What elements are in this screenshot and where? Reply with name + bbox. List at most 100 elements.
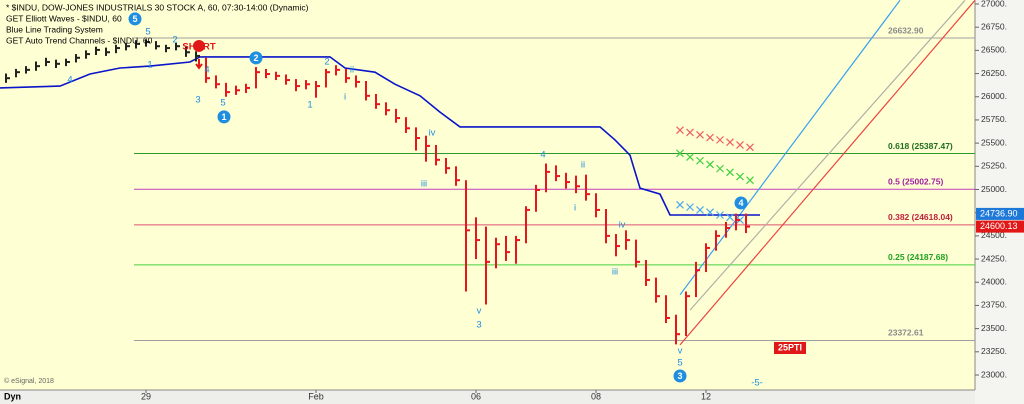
levels: 26632.90 0.618 (25387.47) 0.5 (25002.75) 0.… xyxy=(134,25,975,341)
projection-cross xyxy=(696,205,704,214)
projection-cross xyxy=(696,130,704,139)
wave-circle xyxy=(673,369,687,383)
header-line: GET Auto Trend Channels - $INDU, 60 xyxy=(6,35,153,45)
wave-label: i xyxy=(344,91,346,102)
level-label: 0.618 (25387.47) xyxy=(888,141,953,151)
projection-cross xyxy=(726,138,734,147)
projection-cross xyxy=(706,160,714,169)
projection-cross xyxy=(716,135,724,144)
y-tick-label: 23000. xyxy=(981,369,1007,379)
axes: 23000.23250.23500.23750.24000.24250.2450… xyxy=(141,0,1024,401)
y-tick-label: 23750. xyxy=(981,300,1007,310)
price-box xyxy=(976,207,1024,220)
wave-label: i xyxy=(574,202,576,213)
level-label: 0.382 (24618.04) xyxy=(888,212,953,222)
price-box-label: 24736.90 xyxy=(980,208,1018,218)
wave-label: 4 xyxy=(738,198,743,208)
projection-cross xyxy=(706,133,714,142)
y-tick-label: 24500. xyxy=(981,230,1007,240)
wave-label: 4 xyxy=(204,64,209,75)
x-axis-background xyxy=(0,390,975,404)
projection-cross xyxy=(706,208,714,217)
projection-cross xyxy=(676,126,684,135)
interval-label: Dyn xyxy=(4,391,21,401)
wave-circle xyxy=(734,196,748,210)
level-label: 0.5 (25002.75) xyxy=(888,176,943,186)
wave-label: iii xyxy=(421,178,427,189)
wave-label: v xyxy=(477,306,482,317)
plot-background xyxy=(0,0,975,390)
price-box xyxy=(976,220,1024,233)
x-tick-label: 12 xyxy=(701,391,711,401)
wave-label: v xyxy=(678,345,683,356)
y-tick-label: 24000. xyxy=(981,277,1007,287)
wave-label: 2 xyxy=(324,56,329,67)
trend-channel xyxy=(679,0,975,346)
y-tick-label: 27000. xyxy=(981,0,1007,8)
bars xyxy=(5,39,750,345)
y-tick-label: 26500. xyxy=(981,45,1007,55)
wave-label: 1 xyxy=(147,59,152,70)
projection-cross xyxy=(736,172,744,181)
wave-label: 1 xyxy=(221,112,226,122)
header-line: GET Elliott Waves - $INDU, 60 xyxy=(6,13,122,23)
wave-label: 3 xyxy=(476,320,481,331)
annotation-box xyxy=(774,342,806,355)
y-tick-label: 26250. xyxy=(981,68,1007,78)
wave-label: 4 xyxy=(540,149,545,160)
wave-label: 5 xyxy=(220,97,225,108)
signal-arrow xyxy=(195,58,203,70)
x-tick-label: Feb xyxy=(308,391,324,401)
projection-cross xyxy=(736,141,744,149)
wave-label: iv xyxy=(429,127,436,138)
wave-label: 5 xyxy=(677,358,682,369)
wave-label: 1 xyxy=(307,99,312,110)
trend-channel xyxy=(689,0,966,311)
projection-cross xyxy=(726,213,734,222)
level-label: 23372.61 xyxy=(888,328,924,338)
wave-label: iv xyxy=(619,219,626,230)
wave-label: ii xyxy=(350,64,354,75)
wave-label: 5 xyxy=(145,26,150,37)
wave-label: ii xyxy=(581,159,585,170)
level-label: 0.25 (24187.68) xyxy=(888,252,948,262)
wave-label: 3 xyxy=(195,94,200,105)
wave-circle xyxy=(217,110,231,124)
header-line: Blue Line Trading System xyxy=(6,24,103,34)
projection-cross xyxy=(686,153,694,161)
y-tick-label: 25000. xyxy=(981,184,1007,194)
y-axis-background xyxy=(975,0,1024,404)
wave-label: 5 xyxy=(132,14,137,24)
y-tick-label: 26750. xyxy=(981,21,1007,31)
y-tick-label: 23500. xyxy=(981,323,1007,333)
x-tick-label: 08 xyxy=(591,391,601,401)
y-tick-label: 25500. xyxy=(981,137,1007,147)
projection-cross xyxy=(716,164,724,173)
projection-cross xyxy=(676,149,684,158)
projection-cross xyxy=(686,203,694,212)
wave-label: SHORT xyxy=(182,41,215,52)
wave-label: 2 xyxy=(253,53,258,63)
projection-cross xyxy=(716,211,724,219)
projection-cross xyxy=(726,168,734,177)
y-tick-label: 26000. xyxy=(981,91,1007,101)
projection-cross xyxy=(696,156,704,165)
wave-label: -5- xyxy=(751,377,763,388)
signal-dot xyxy=(193,39,205,52)
copyright: © eSignal, 2018 xyxy=(4,377,54,385)
projection-cross xyxy=(746,143,754,152)
projection-cross xyxy=(686,128,694,137)
y-tick-label: 25250. xyxy=(981,161,1007,171)
x-tick-label: 29 xyxy=(141,391,151,401)
price-box-label: 24600.13 xyxy=(980,221,1018,231)
wave-label: 2 xyxy=(172,34,177,45)
projection-cross xyxy=(676,200,684,209)
x-tick-label: 06 xyxy=(471,391,481,401)
annotation-label: 25PTI xyxy=(778,342,802,352)
wave-label: 3 xyxy=(677,371,682,381)
blue-line xyxy=(0,56,760,216)
wave-circle xyxy=(249,51,263,65)
